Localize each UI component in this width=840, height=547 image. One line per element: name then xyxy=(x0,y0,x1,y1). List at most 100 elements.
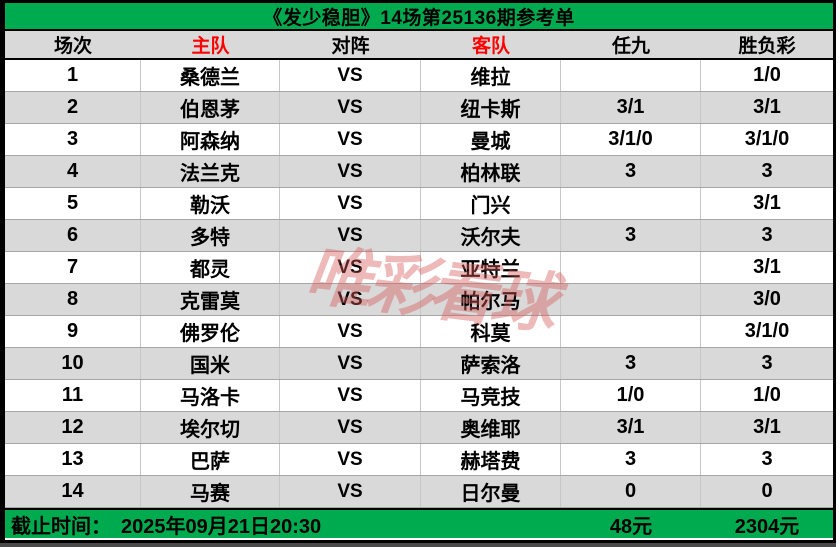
cell-home-team: 伯恩茅 xyxy=(141,92,280,123)
cell-match-no: 2 xyxy=(5,92,141,123)
cell-away-team: 帕尔马 xyxy=(421,284,561,315)
cell-ren9: 3/1/0 xyxy=(561,124,701,155)
cell-ren9 xyxy=(561,188,701,219)
footer-bar: 截止时间： 2025年09月21日20:30 48元 2304元 xyxy=(5,508,833,538)
cell-sfc: 3 xyxy=(761,352,773,374)
table-header-row: 场次 主队 对阵 客队 任九 胜负彩 xyxy=(5,31,833,60)
table-row: 14 马赛 VS 日尔曼 0 0 xyxy=(5,476,833,508)
cell-sfc: 3/1/0 xyxy=(744,128,790,150)
cell-match-no: 12 xyxy=(5,412,141,443)
table-row: 7 都灵 VS 亚特兰 3/1 xyxy=(5,252,833,284)
table-body: 1 桑德兰 VS 维拉 1/0 2 伯恩茅 VS 纽卡斯 3/1 3/1 3 阿… xyxy=(5,60,833,508)
cell-sfc: 3/1 xyxy=(753,192,781,214)
cell-match-no: 7 xyxy=(5,252,141,283)
cell-ren9: 3 xyxy=(561,348,701,379)
cell-vs: VS xyxy=(280,284,421,315)
cell-away-team: 马竞技 xyxy=(421,380,561,411)
column-header-away-team: 客队 xyxy=(471,36,510,57)
cell-vs: VS xyxy=(280,156,421,187)
cell-vs: VS xyxy=(280,476,421,507)
table-row: 9 佛罗伦 VS 科莫 3/1/0 xyxy=(5,316,833,348)
cell-home-team: 桑德兰 xyxy=(141,60,280,91)
table-row: 2 伯恩茅 VS 纽卡斯 3/1 3/1 xyxy=(5,92,833,124)
cell-match-no: 5 xyxy=(5,188,141,219)
cell-ren9: 3/1 xyxy=(561,92,701,123)
cell-sfc: 3/1 xyxy=(753,256,781,278)
cell-home-team: 都灵 xyxy=(141,252,280,283)
cell-vs: VS xyxy=(280,348,421,379)
column-header-ren9: 任九 xyxy=(611,36,650,57)
cell-vs: VS xyxy=(280,444,421,475)
cell-home-team: 法兰克 xyxy=(141,156,280,187)
cell-sfc: 3/0 xyxy=(753,288,781,310)
ren9-amount: 48元 xyxy=(609,516,653,538)
cell-vs: VS xyxy=(280,60,421,91)
cell-home-team: 多特 xyxy=(141,220,280,251)
sheet-title-bar: 《发少稳胆》14场第25136期参考单 xyxy=(5,3,833,31)
column-header-match-no: 场次 xyxy=(53,36,92,57)
table-row: 8 克雷莫 VS 帕尔马 3/0 xyxy=(5,284,833,316)
column-header-versus: 对阵 xyxy=(331,36,370,57)
cell-sfc: 3/1/0 xyxy=(744,320,790,342)
cell-away-team: 亚特兰 xyxy=(421,252,561,283)
table-row: 1 桑德兰 VS 维拉 1/0 xyxy=(5,60,833,92)
table-row: 3 阿森纳 VS 曼城 3/1/0 3/1/0 xyxy=(5,124,833,156)
cell-match-no: 3 xyxy=(5,124,141,155)
cell-match-no: 6 xyxy=(5,220,141,251)
cell-sfc: 0 xyxy=(761,480,773,502)
cell-sfc: 3 xyxy=(761,448,773,470)
cell-match-no: 4 xyxy=(5,156,141,187)
cell-match-no: 8 xyxy=(5,284,141,315)
column-header-sfc: 胜负彩 xyxy=(738,36,796,57)
cell-vs: VS xyxy=(280,124,421,155)
table-row: 11 马洛卡 VS 马竞技 1/0 1/0 xyxy=(5,380,833,412)
cell-away-team: 维拉 xyxy=(421,60,561,91)
cell-ren9 xyxy=(561,60,701,91)
table-row: 5 勒沃 VS 门兴 3/1 xyxy=(5,188,833,220)
cell-home-team: 佛罗伦 xyxy=(141,316,280,347)
cell-ren9 xyxy=(561,252,701,283)
cell-vs: VS xyxy=(280,412,421,443)
deadline-value: 2025年09月21日20:30 xyxy=(121,516,322,538)
cell-vs: VS xyxy=(280,92,421,123)
cell-ren9: 3/1 xyxy=(561,412,701,443)
cell-match-no: 13 xyxy=(5,444,141,475)
cell-away-team: 曼城 xyxy=(421,124,561,155)
table-row: 10 国米 VS 萨索洛 3 3 xyxy=(5,348,833,380)
cell-vs: VS xyxy=(280,252,421,283)
cell-match-no: 10 xyxy=(5,348,141,379)
cell-ren9: 3 xyxy=(561,444,701,475)
cell-away-team: 萨索洛 xyxy=(421,348,561,379)
table-row: 13 巴萨 VS 赫塔费 3 3 xyxy=(5,444,833,476)
cell-away-team: 赫塔费 xyxy=(421,444,561,475)
cell-sfc: 3 xyxy=(761,224,773,246)
cell-sfc: 3 xyxy=(761,160,773,182)
cell-sfc: 3/1 xyxy=(753,96,781,118)
cell-home-team: 马洛卡 xyxy=(141,380,280,411)
bottom-edge-strip xyxy=(0,543,836,547)
cell-vs: VS xyxy=(280,316,421,347)
sfc-amount: 2304元 xyxy=(734,516,800,538)
cell-away-team: 纽卡斯 xyxy=(421,92,561,123)
cell-ren9: 1/0 xyxy=(561,380,701,411)
cell-match-no: 1 xyxy=(5,60,141,91)
page-title: 《发少稳胆》14场第25136期参考单 xyxy=(263,7,575,29)
cell-home-team: 勒沃 xyxy=(141,188,280,219)
cell-away-team: 门兴 xyxy=(421,188,561,219)
cell-home-team: 马赛 xyxy=(141,476,280,507)
table-row: 4 法兰克 VS 柏林联 3 3 xyxy=(5,156,833,188)
cell-sfc: 3/1 xyxy=(753,416,781,438)
cell-away-team: 科莫 xyxy=(421,316,561,347)
cell-sfc: 1/0 xyxy=(753,384,781,406)
cell-vs: VS xyxy=(280,380,421,411)
cell-away-team: 日尔曼 xyxy=(421,476,561,507)
cell-match-no: 14 xyxy=(5,476,141,507)
cell-away-team: 沃尔夫 xyxy=(421,220,561,251)
cell-home-team: 巴萨 xyxy=(141,444,280,475)
cell-match-no: 11 xyxy=(5,380,141,411)
column-header-home-team: 主队 xyxy=(191,36,230,57)
cell-away-team: 柏林联 xyxy=(421,156,561,187)
cell-home-team: 阿森纳 xyxy=(141,124,280,155)
